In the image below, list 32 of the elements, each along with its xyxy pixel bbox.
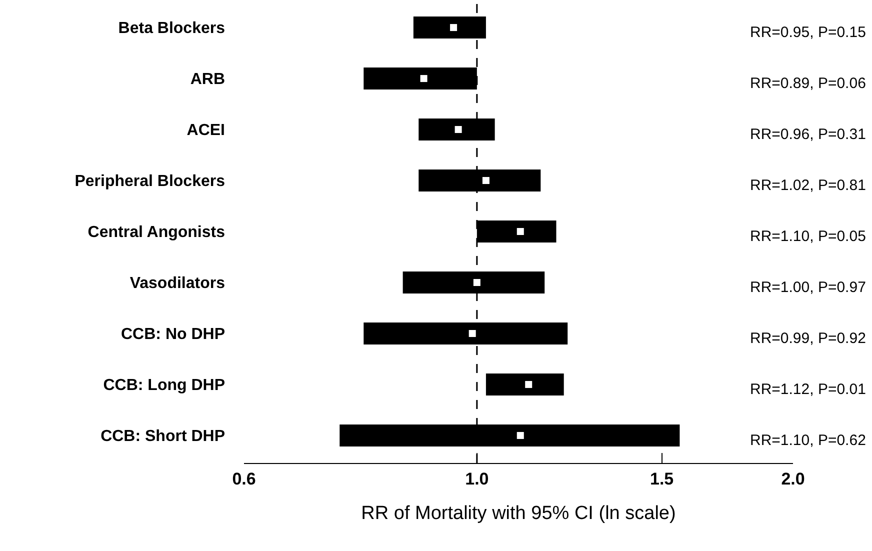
point: [482, 177, 490, 184]
x-tick-label: 2.0: [781, 469, 805, 488]
annotation: RR=1.10, P=0.62: [750, 432, 866, 449]
y-tick-label: CCB: Short DHP: [100, 428, 226, 446]
annotation: RR=0.99, P=0.92: [750, 330, 866, 347]
bar: [486, 374, 564, 396]
annotation: RR=1.12, P=0.01: [750, 381, 866, 398]
y-tick-label: ACEI: [186, 122, 225, 140]
annotation: RR=1.10, P=0.05: [750, 228, 866, 245]
point: [516, 432, 524, 439]
point: [454, 126, 462, 134]
y-tick-label: Vasodilators: [130, 275, 226, 292]
y-tick-label: ARB: [190, 71, 225, 88]
annotation: RR=0.89, P=0.06: [750, 75, 866, 92]
y-tick-label: Peripheral Blockers: [74, 173, 226, 190]
x-tick-label: 0.6: [232, 469, 256, 488]
annotation: RR=1.02, P=0.81: [750, 177, 866, 194]
point: [516, 228, 524, 235]
annotation: RR=1.00, P=0.97: [750, 279, 866, 296]
x-tick-label: 1.0: [465, 469, 489, 488]
x-axis-title: RR of Mortality with 95% CI (ln scale): [361, 503, 676, 524]
annotation: RR=0.95, P=0.15: [750, 24, 866, 41]
y-tick-label: Beta Blockers: [118, 20, 226, 38]
point: [450, 24, 458, 32]
annotation: RR=0.96, P=0.31: [750, 126, 866, 143]
point: [468, 330, 476, 337]
y-tick-label: Central Angonists: [88, 224, 226, 242]
x-tick-label: 1.5: [650, 469, 674, 488]
point: [473, 278, 480, 286]
point: [525, 380, 532, 388]
y-tick-label: CCB: Long DHP: [103, 377, 226, 394]
y-tick-label: CCB: No DHP: [121, 326, 226, 344]
